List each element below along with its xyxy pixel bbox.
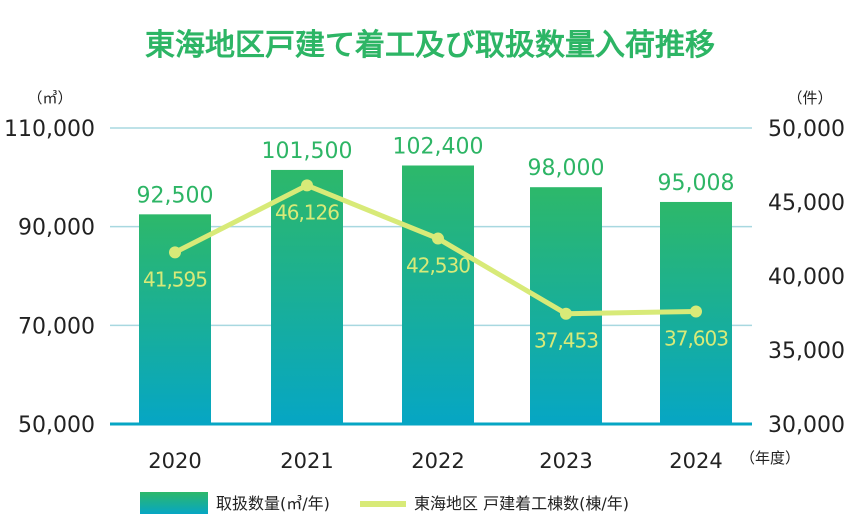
legend: 取扱数量(㎥/年) 東海地区 戸建着工棟数(棟/年): [140, 492, 629, 514]
legend-label-bar: 取扱数量(㎥/年): [216, 494, 330, 513]
legend-label-line: 東海地区 戸建着工棟数(棟/年): [414, 494, 629, 513]
left-tick-label: 110,000: [4, 117, 95, 142]
x-axis-unit: （年度）: [740, 449, 800, 467]
left-tick-label: 70,000: [18, 314, 95, 339]
bar-2022: [402, 165, 474, 424]
line-point-2022: [432, 232, 444, 245]
bar-label: 102,400: [393, 134, 484, 159]
bar-label: 92,500: [137, 183, 214, 208]
legend-swatch-line: [360, 501, 406, 507]
line-label: 46,126: [275, 200, 339, 224]
line-point-2023: [560, 307, 572, 320]
right-axis-unit: （件）: [787, 89, 832, 107]
line-label: 42,530: [406, 254, 470, 278]
x-tick-label: 2024: [669, 449, 722, 473]
right-tick-label: 50,000: [768, 117, 845, 142]
bar-label: 95,008: [658, 171, 735, 196]
line-label: 37,603: [664, 326, 728, 350]
legend-swatch-bar: [140, 492, 208, 514]
chart-title: 東海地区戸建て着工及び取扱数量入荷推移: [145, 28, 715, 63]
x-tick-label: 2020: [148, 449, 201, 473]
x-tick-label: 2023: [539, 449, 592, 473]
right-tick-label: 30,000: [768, 413, 845, 438]
bar-2020: [139, 214, 211, 424]
right-tick-label: 45,000: [768, 191, 845, 216]
line-point-2024: [690, 305, 702, 318]
line-label: 37,453: [534, 329, 598, 353]
x-tick-label: 2021: [280, 449, 333, 473]
bar-2021: [271, 169, 343, 424]
bar-label: 98,000: [528, 156, 605, 181]
x-tick-label: 2022: [411, 449, 464, 473]
line-label: 41,595: [143, 267, 207, 291]
left-tick-label: 50,000: [18, 413, 95, 438]
bar-2023: [530, 187, 602, 424]
left-axis-unit: （㎥）: [27, 89, 72, 107]
bar-label: 101,500: [262, 139, 353, 164]
right-tick-label: 40,000: [768, 265, 845, 290]
right-tick-label: 35,000: [768, 339, 845, 364]
line-point-2021: [301, 179, 313, 192]
left-tick-label: 90,000: [18, 216, 95, 241]
line-point-2020: [169, 246, 181, 259]
